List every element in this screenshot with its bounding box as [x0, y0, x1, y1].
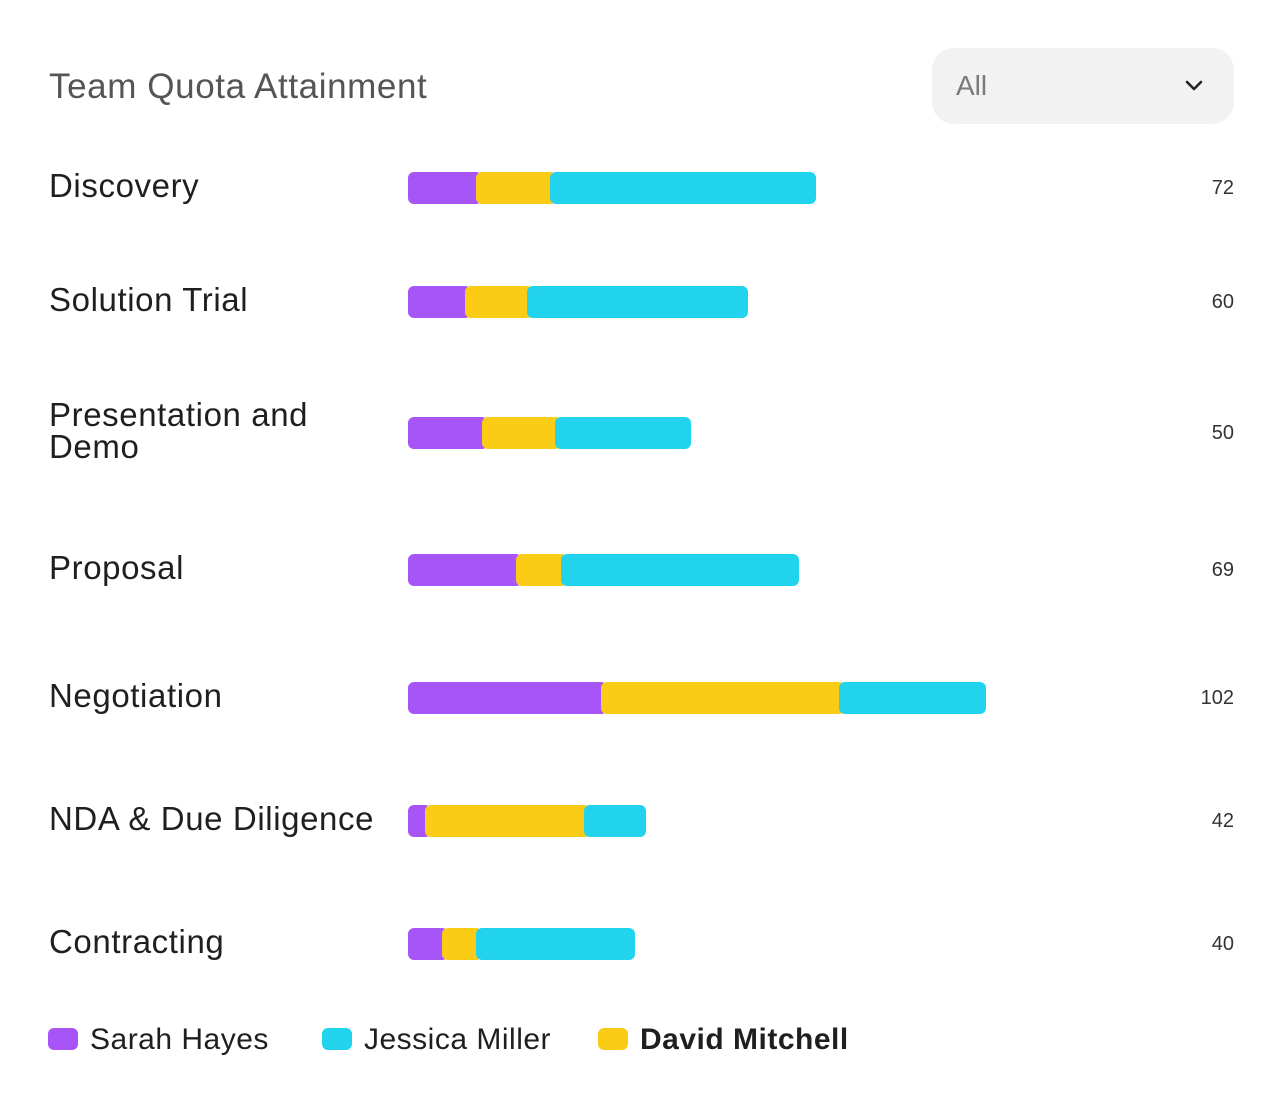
bar-segment-sarah-hayes-presentation-and-demo[interactable]	[408, 417, 488, 449]
category-label-solution-trial: Solution Trial	[49, 281, 249, 318]
bar-segment-jessica-miller-presentation-and-demo[interactable]	[555, 417, 692, 449]
chart-title: Team Quota Attainment	[49, 67, 428, 106]
bar-segment-sarah-hayes-discovery[interactable]	[408, 172, 482, 204]
category-label-negotiation: Negotiation	[49, 677, 223, 714]
bar-segment-jessica-miller-contracting[interactable]	[476, 928, 635, 960]
category-label-discovery: Discovery	[49, 167, 200, 204]
legend-swatch-sarah-hayes	[48, 1028, 78, 1050]
legend-label-david-mitchell: David Mitchell	[640, 1023, 849, 1056]
legend-label-sarah-hayes: Sarah Hayes	[90, 1023, 269, 1056]
bar-segment-david-mitchell-nda-and-due-diligence[interactable]	[425, 805, 590, 837]
category-label-proposal: Proposal	[49, 549, 185, 586]
team-filter-value: All	[956, 70, 988, 101]
bar-segment-jessica-miller-solution-trial[interactable]	[527, 286, 748, 318]
bar-segment-david-mitchell-solution-trial[interactable]	[464, 286, 533, 318]
legend-swatch-jessica-miller	[322, 1028, 352, 1050]
bar-segment-david-mitchell-discovery[interactable]	[476, 172, 556, 204]
total-value-presentation-and-demo: 50	[1211, 422, 1234, 444]
bar-segment-sarah-hayes-proposal[interactable]	[408, 554, 522, 586]
bar-segment-david-mitchell-contracting[interactable]	[442, 928, 482, 960]
bar-segment-sarah-hayes-solution-trial[interactable]	[408, 286, 471, 318]
total-value-solution-trial: 60	[1211, 291, 1234, 313]
bar-segment-jessica-miller-nda-and-due-diligence[interactable]	[583, 805, 646, 837]
bar-segment-sarah-hayes-negotiation[interactable]	[408, 682, 607, 714]
total-value-nda-and-due-diligence: 42	[1211, 810, 1234, 832]
legend-swatch-david-mitchell	[598, 1028, 628, 1050]
bar-segment-sarah-hayes-contracting[interactable]	[408, 928, 448, 960]
bar-segment-jessica-miller-proposal[interactable]	[561, 554, 799, 586]
category-label-contracting: Contracting	[49, 923, 225, 960]
bar-segment-david-mitchell-proposal[interactable]	[515, 554, 567, 586]
team-filter-dropdown[interactable]: All	[932, 48, 1234, 124]
total-value-proposal: 69	[1211, 559, 1234, 581]
bar-segment-david-mitchell-negotiation[interactable]	[600, 682, 845, 714]
category-label-nda-and-due-diligence: NDA & Due Diligence	[49, 800, 375, 837]
bar-segment-david-mitchell-presentation-and-demo[interactable]	[481, 417, 562, 449]
category-label-presentation-and-demo: Presentation and Demo	[49, 396, 309, 465]
legend-label-jessica-miller: Jessica Miller	[364, 1023, 552, 1056]
chevron-down-icon	[1185, 80, 1203, 91]
total-value-discovery: 72	[1211, 177, 1234, 199]
bar-segment-jessica-miller-negotiation[interactable]	[838, 682, 986, 714]
total-value-negotiation: 102	[1200, 687, 1234, 709]
total-value-contracting: 40	[1211, 933, 1234, 955]
bar-segment-jessica-miller-discovery[interactable]	[549, 172, 816, 204]
